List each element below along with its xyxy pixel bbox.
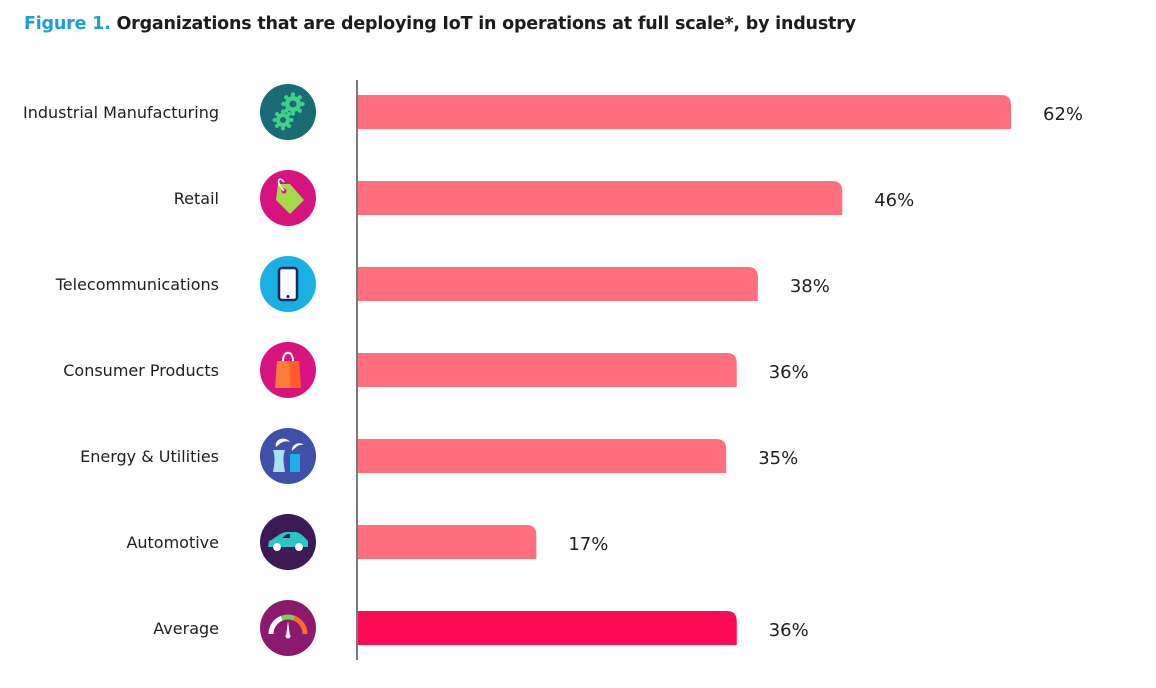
gears-icon xyxy=(260,84,316,140)
bar xyxy=(358,95,1011,129)
bar xyxy=(358,525,537,559)
power-plant-icon xyxy=(260,428,316,484)
title-text: Organizations that are deploying IoT in … xyxy=(116,14,856,34)
category-label: Energy & Utilities xyxy=(80,447,219,466)
bar xyxy=(358,181,843,215)
category-label: Average xyxy=(153,619,219,638)
shopping-bag-icon xyxy=(260,342,316,398)
value-label: 17% xyxy=(568,534,608,555)
category-label: Retail xyxy=(174,189,219,208)
bar xyxy=(358,439,727,473)
bar xyxy=(358,267,758,301)
category-label: Telecommunications xyxy=(55,275,219,294)
category-label: Consumer Products xyxy=(63,361,219,380)
chart-title: Figure 1. Organizations that are deployi… xyxy=(24,14,856,34)
value-label: 38% xyxy=(790,276,830,297)
car-icon xyxy=(260,514,316,570)
value-label: 36% xyxy=(769,620,809,641)
category-label: Industrial Manufacturing xyxy=(23,103,219,122)
value-label: 46% xyxy=(874,190,914,211)
price-tag-icon xyxy=(260,170,316,226)
bar xyxy=(358,353,737,387)
smartphone-icon xyxy=(260,256,316,312)
speedometer-icon xyxy=(260,600,316,656)
value-label: 35% xyxy=(758,448,798,469)
figure-label: Figure 1. xyxy=(24,14,111,34)
category-label: Automotive xyxy=(126,533,219,552)
average-bar xyxy=(358,611,737,645)
value-label: 62% xyxy=(1043,104,1083,125)
value-label: 36% xyxy=(769,362,809,383)
